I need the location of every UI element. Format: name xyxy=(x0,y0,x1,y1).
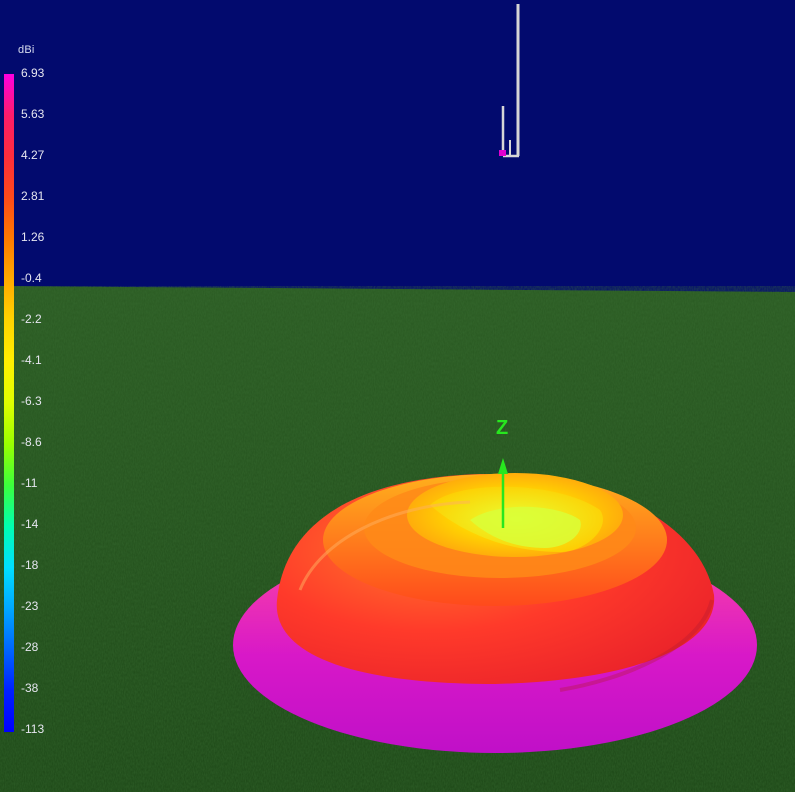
colorbar-legend: dBi 6.93 5.63 4.27 2.81 1.26 -0.4 -2.2 -4.1 -6.3… xyxy=(0,0,80,792)
feed-point xyxy=(499,150,506,156)
z-axis-label: Z xyxy=(496,417,509,439)
colorbar-tick-label: -14 xyxy=(21,517,39,531)
colorbar-tick-label: -4.1 xyxy=(21,353,42,367)
colorbar-gradient-strip xyxy=(4,74,14,732)
colorbar-tick-label: 4.27 xyxy=(21,148,45,162)
colorbar-tick-label: -11 xyxy=(21,476,38,490)
z-axis-arrow xyxy=(498,458,508,528)
radiation-pattern xyxy=(233,473,757,753)
colorbar-tick-label: 1.26 xyxy=(21,230,45,244)
colorbar-tick-label: -0.4 xyxy=(21,271,42,285)
colorbar-unit-label: dBi xyxy=(18,44,35,56)
colorbar-tick-label: -28 xyxy=(21,640,39,654)
colorbar-tick-label: -8.6 xyxy=(21,435,42,449)
colorbar-tick-label: -2.2 xyxy=(21,312,42,326)
colorbar-tick-label: -18 xyxy=(21,558,39,572)
colorbar-tick-label: -23 xyxy=(21,599,39,613)
colorbar-tick-label: 2.81 xyxy=(21,189,45,203)
antenna-wire xyxy=(499,4,520,158)
colorbar-tick-label: -6.3 xyxy=(21,394,42,408)
colorbar-tick-label: -38 xyxy=(21,681,39,695)
colorbar-tick-label: 5.63 xyxy=(21,107,45,121)
colorbar-tick-label: 6.93 xyxy=(21,66,45,80)
colorbar-tick-label: -113 xyxy=(21,722,45,736)
